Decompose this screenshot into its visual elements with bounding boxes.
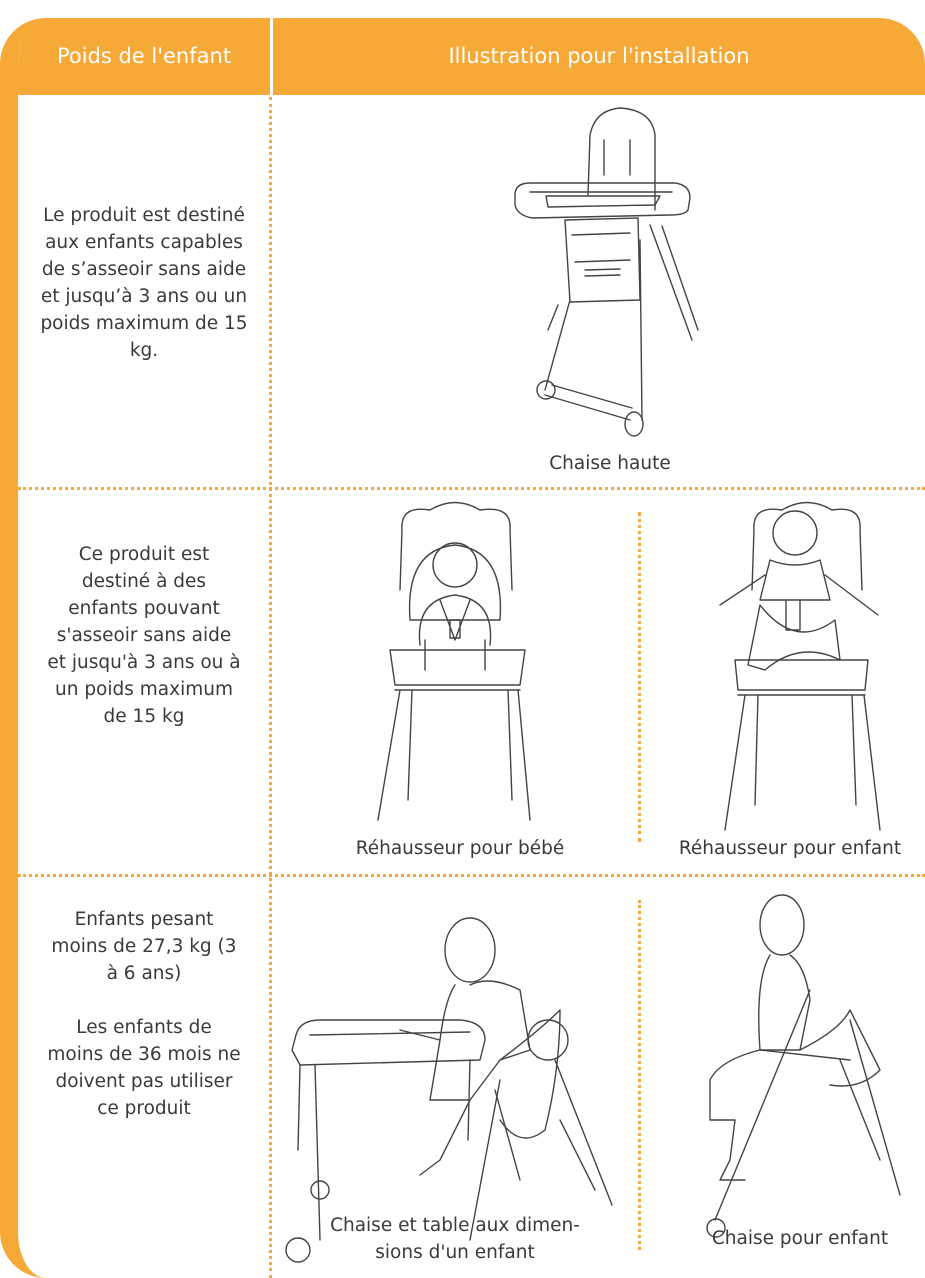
child-table-drawing (285, 917, 613, 1263)
weight-text: Enfants pesant moins de 27,3 kg (3 à 6 a… (18, 906, 270, 1149)
weight-text: Le produit est destiné aux enfants capab… (18, 202, 270, 391)
high-chair-drawing (514, 107, 699, 437)
caption-line: Réhausseur pour bébé (355, 838, 565, 859)
caption-line: Chaise et table aux dimen- (330, 1215, 580, 1236)
header-cell: Poids de l'enfant (56, 44, 232, 68)
caption: Chaise pour enfant (680, 1225, 920, 1252)
paragraph: Les enfants de moins de 36 mois ne doive… (47, 1017, 241, 1119)
caption-line: Chaise haute (549, 453, 671, 474)
caption: Réhausseur pour enfant (655, 835, 925, 862)
column-divider (269, 97, 272, 1278)
paragraph: Ce produit est destiné à des enfants pou… (47, 544, 241, 727)
baby-booster-drawing (377, 501, 531, 821)
caption: Réhausseur pour bébé (300, 835, 620, 862)
caption-line: Réhausseur pour enfant (678, 838, 902, 859)
header-cell: Illustration pour l'installation (448, 44, 750, 68)
cell-divider (638, 900, 641, 1250)
child-booster-drawing (719, 501, 881, 831)
child-chair-drawing (706, 894, 901, 1238)
cell-divider (638, 512, 641, 842)
table-frame: Poids de l'enfant Illustration pour l'in… (0, 18, 925, 1278)
row-divider (18, 487, 925, 490)
table-header: Poids de l'enfant Illustration pour l'in… (18, 18, 925, 95)
paragraph: Le produit est destiné aux enfants capab… (40, 205, 248, 361)
caption-line: sions d'un enfant (375, 1242, 535, 1263)
paragraph: Enfants pesant moins de 27,3 kg (3 à 6 a… (51, 909, 237, 984)
row-divider (18, 874, 925, 877)
caption: Chaise haute (480, 450, 740, 477)
caption-line: Chaise pour enfant (711, 1228, 889, 1249)
caption: Chaise et table aux dimen-sions d'un enf… (290, 1212, 620, 1266)
weight-text: Ce produit est destiné à des enfants pou… (18, 541, 270, 757)
divider (270, 18, 273, 95)
